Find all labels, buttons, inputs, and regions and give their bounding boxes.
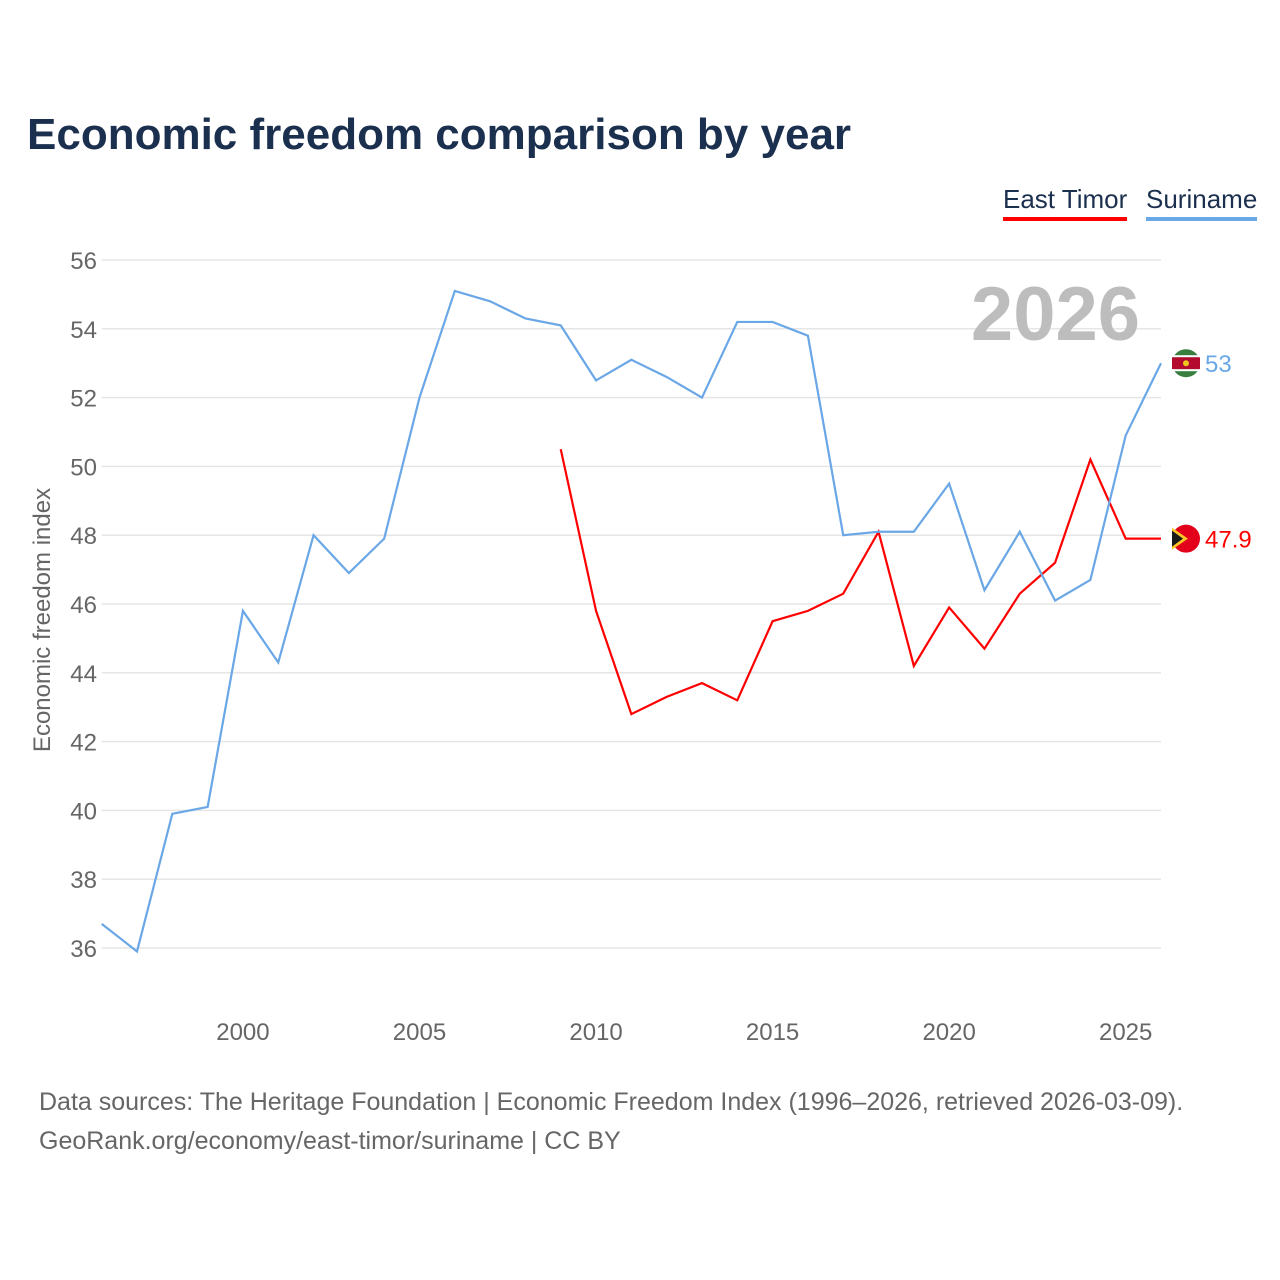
x-tick-label: 2015 xyxy=(746,1019,799,1046)
end-value-label: 47.9 xyxy=(1205,527,1252,554)
flag-band xyxy=(1172,369,1200,372)
x-tick-label: 2020 xyxy=(922,1019,975,1046)
flag-triangle xyxy=(1172,530,1183,547)
series-line-east-timor xyxy=(559,448,1161,716)
flag-band xyxy=(1172,355,1200,358)
chart-title: Economic freedom comparison by year xyxy=(27,110,852,159)
legend-east-timor[interactable]: East Timor xyxy=(1003,184,1128,221)
y-tick-label: 36 xyxy=(70,936,97,963)
y-tick-label: 46 xyxy=(70,592,97,619)
x-tick-label: 2005 xyxy=(393,1019,446,1046)
y-tick-label: 48 xyxy=(70,523,97,550)
y-tick-label: 40 xyxy=(70,798,97,825)
y-tick-label: 38 xyxy=(70,867,97,894)
y-tick-label: 56 xyxy=(70,248,97,275)
series-line-suriname xyxy=(101,289,1162,954)
y-axis-label: Economic freedom index xyxy=(29,488,56,752)
source-note: Data sources: The Heritage Foundation | … xyxy=(39,1088,1184,1116)
source-link[interactable]: GeoRank.org/economy/east-timor/suriname … xyxy=(39,1127,621,1155)
x-tick-label: 2000 xyxy=(216,1019,269,1046)
y-tick-label: 44 xyxy=(70,661,97,688)
x-tick-label: 2010 xyxy=(569,1019,622,1046)
year-watermark: 2026 xyxy=(971,272,1140,357)
y-tick-label: 52 xyxy=(70,386,97,413)
flag-star xyxy=(1183,360,1189,367)
end-value-label: 53 xyxy=(1205,351,1232,378)
x-tick-label: 2025 xyxy=(1099,1019,1152,1046)
y-tick-label: 50 xyxy=(70,454,97,481)
legend-suriname[interactable]: Suriname xyxy=(1146,184,1258,221)
y-tick-label: 54 xyxy=(70,317,97,344)
y-tick-label: 42 xyxy=(70,730,97,757)
